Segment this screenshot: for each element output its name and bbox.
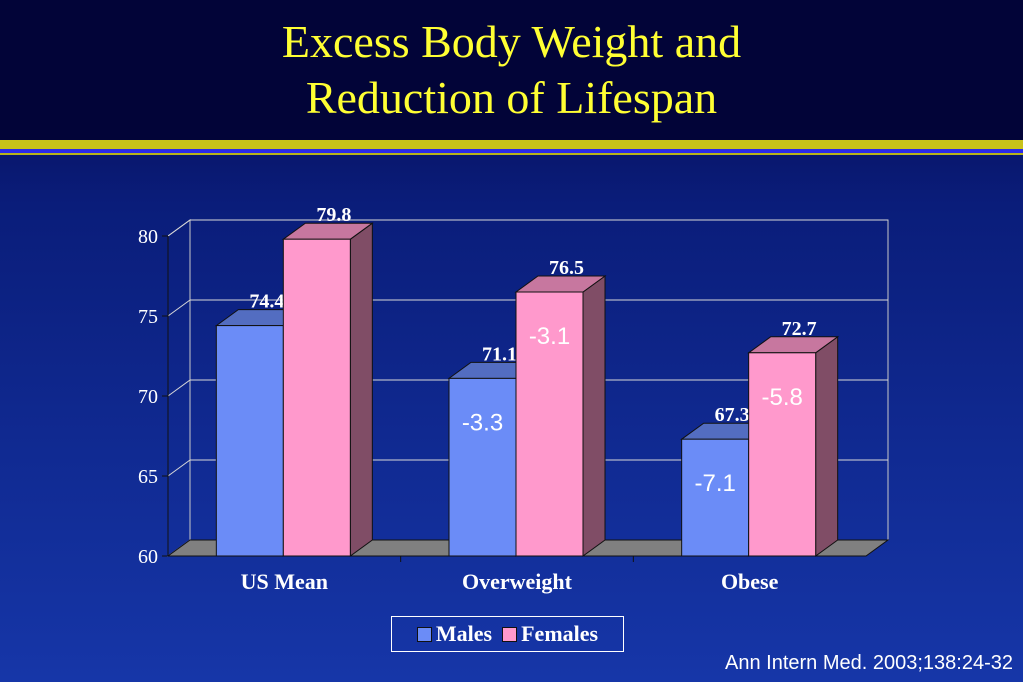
bar-males [448,377,517,557]
data-label-females: 76.5 [549,257,584,279]
difference-label-males: -7.1 [694,470,735,497]
y-tick-label: 75 [138,306,158,328]
difference-label-females: -3.1 [529,323,570,350]
data-label-females: 79.8 [316,204,351,226]
legend-label-females: Females [521,621,599,646]
title-rule-thin [0,153,1023,155]
legend-swatch-females [502,626,518,642]
bar-females [748,352,817,557]
difference-label-males: -3.3 [462,409,503,436]
gridline-side [167,299,191,317]
slide-title: Excess Body Weight and Reduction of Life… [0,14,1023,126]
y-tick-label: 65 [138,466,158,488]
chart-legend: Males Females [391,616,624,652]
title-band [0,0,1023,140]
bar-side-females [815,335,839,557]
data-label-males: 74.4 [249,291,284,313]
y-tick-label: 80 [138,226,158,248]
legend-item-females: Females [502,621,598,647]
title-line-1: Excess Body Weight and [281,16,742,67]
x-category-label: US Mean [241,569,328,594]
bar-females [282,238,351,557]
x-category-label: Overweight [462,569,573,594]
gridline-side [167,219,191,237]
data-label-males: 71.1 [482,343,517,365]
title-rule-blue [0,149,1023,153]
bar-males [681,438,750,557]
citation: Ann Intern Med. 2003;138:24-32 [725,652,1013,674]
bar-side-females [349,222,373,557]
difference-label-females: -5.8 [761,384,802,411]
title-rule-yellow [0,140,1023,149]
data-label-females: 72.7 [782,318,817,340]
bar-side-females [582,275,606,557]
data-label-males: 67.3 [715,404,750,426]
bar-females [515,291,584,557]
gridline-side [167,379,191,397]
legend-swatch-males [416,626,432,642]
gridline-side [167,459,191,477]
bar-males [215,325,284,557]
legend-label-males: Males [435,621,493,646]
x-category-label: Obese [721,569,779,594]
y-tick-label: 60 [138,546,158,568]
legend-item-males: Males [416,621,493,647]
y-tick-label: 70 [138,386,158,408]
title-line-2: Reduction of Lifespan [305,72,718,123]
